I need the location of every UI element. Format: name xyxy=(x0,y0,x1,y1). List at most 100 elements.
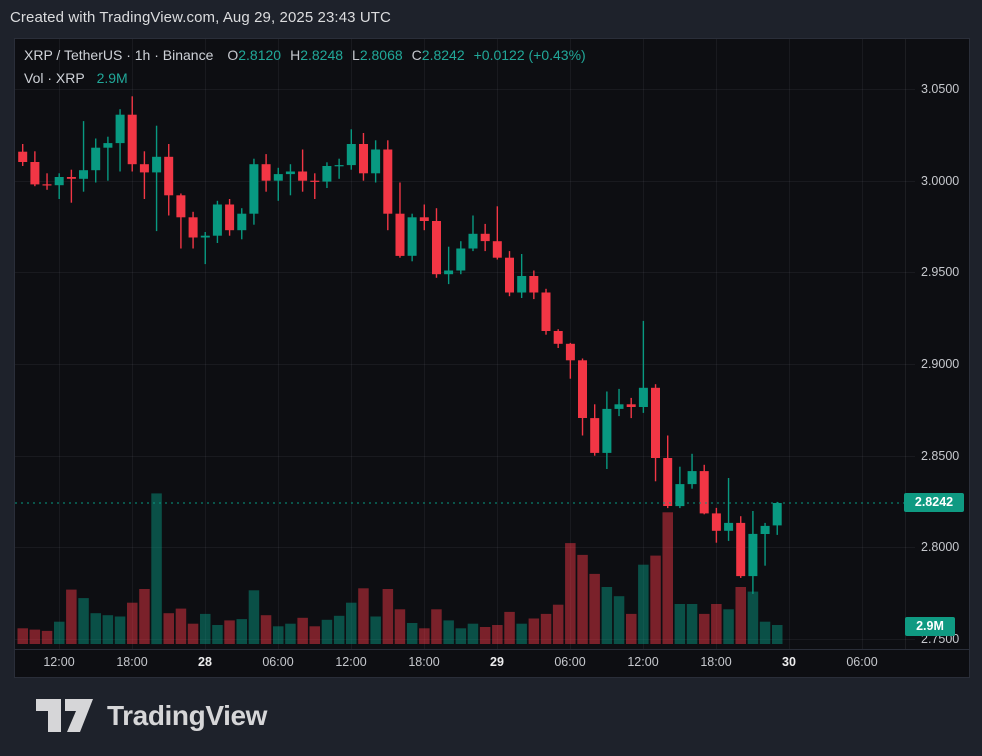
volume-bar xyxy=(17,628,28,644)
time-axis-label: 29 xyxy=(490,655,504,669)
volume-bar xyxy=(492,625,503,644)
candle-body xyxy=(334,165,344,167)
price-chart-surface[interactable] xyxy=(15,39,969,677)
volume-legend-value: 2.9M xyxy=(96,70,128,86)
volume-bar xyxy=(358,588,369,644)
volume-bar xyxy=(41,630,53,644)
candle-body xyxy=(711,513,721,531)
candle-body xyxy=(578,360,587,418)
legend-row-main: XRP / TetherUS · 1h · Binance O2.8120 H2.8… xyxy=(24,46,586,64)
legend-title[interactable]: XRP / TetherUS · 1h · Binance xyxy=(24,47,214,63)
volume-bar xyxy=(626,613,637,644)
volume-bar xyxy=(102,615,114,644)
candle-body xyxy=(298,171,308,181)
volume-bar xyxy=(309,626,320,644)
volume-bar xyxy=(406,623,418,644)
ohlc-low-label: L xyxy=(352,47,360,63)
candle-body xyxy=(164,156,174,196)
volume-bar xyxy=(589,573,600,644)
candle-body xyxy=(687,471,697,485)
candle-body xyxy=(553,331,563,344)
ohlc-open-label: O xyxy=(227,47,239,63)
candle-body xyxy=(565,343,575,361)
candle-body xyxy=(176,195,186,218)
volume-bar xyxy=(674,604,686,644)
tradingview-logo-text: TradingView xyxy=(107,700,268,731)
candle-body xyxy=(237,213,247,231)
candle-body xyxy=(407,217,417,256)
tradingview-footer-logo[interactable]: TradingView xyxy=(36,698,267,734)
volume-bar xyxy=(431,609,442,644)
last-price-badge: 2.8242 xyxy=(904,493,964,512)
volume-bar xyxy=(467,623,479,644)
candle-body xyxy=(54,177,64,186)
time-axis-label: 12:00 xyxy=(627,655,659,669)
volume-bar xyxy=(479,627,491,644)
candle-body xyxy=(42,184,52,186)
ohlc-open-value: 2.8120 xyxy=(238,47,282,63)
time-axis-label: 06:00 xyxy=(262,655,294,669)
candle-body xyxy=(590,418,600,453)
candle-body xyxy=(505,257,514,293)
candle-body xyxy=(249,164,259,214)
volume-bar xyxy=(650,555,661,644)
candle-body xyxy=(651,387,660,458)
volume-bar xyxy=(370,616,381,644)
volume-bar xyxy=(273,626,284,644)
candle-body xyxy=(30,162,40,185)
price-change: +0.0122 (+0.43%) xyxy=(473,47,586,63)
volume-bar xyxy=(577,554,588,644)
candle-body xyxy=(66,177,76,179)
last-volume-badge: 2.9M xyxy=(905,617,955,636)
volume-bar xyxy=(151,493,162,645)
time-axis[interactable]: 12:00 18:00 28 06:00 12:00 18:00 29 06:00 12:00 1… xyxy=(15,649,969,678)
volume-bar xyxy=(528,618,540,644)
volume-bar xyxy=(455,628,467,644)
volume-bar xyxy=(504,611,515,644)
time-axis-label: 18:00 xyxy=(408,655,440,669)
candle-body xyxy=(444,270,454,275)
candle-body xyxy=(79,170,88,179)
tradingview-logo-icon xyxy=(36,699,93,732)
ohlc-high-value: 2.8248 xyxy=(300,47,344,63)
candle-body xyxy=(541,292,551,331)
volume-bar xyxy=(516,623,527,644)
candle-body xyxy=(529,276,539,293)
price-axis[interactable]: 3.0500 3.0000 2.9500 2.9000 2.8500 2.8000 2.75… xyxy=(905,39,969,649)
volume-bar xyxy=(419,628,430,644)
candle-body xyxy=(103,143,113,148)
symbol-legend: XRP / TetherUS · 1h · Binance O2.8120 H2.8… xyxy=(24,46,586,87)
candle-body xyxy=(285,171,295,175)
volume-legend-label: Vol · XRP xyxy=(24,70,85,86)
legend-row-volume: Vol · XRP 2.9M xyxy=(24,69,586,87)
price-axis-label: 2.8000 xyxy=(921,540,960,555)
candle-body xyxy=(760,525,770,534)
volume-bar xyxy=(759,621,771,644)
candle-body xyxy=(212,204,222,236)
volume-bar xyxy=(333,615,345,644)
attribution-header: Created with TradingView.com, Aug 29, 20… xyxy=(10,9,391,26)
volume-bar xyxy=(297,617,308,644)
volume-bar xyxy=(443,620,454,644)
candle-body xyxy=(638,387,648,407)
candle-body xyxy=(748,533,758,577)
volume-bar xyxy=(248,590,260,644)
volume-bar xyxy=(224,620,235,644)
volume-bar xyxy=(601,587,613,644)
candle-body xyxy=(188,217,198,238)
candle-body xyxy=(273,174,283,181)
time-axis-label: 30 xyxy=(782,655,796,669)
candle-body xyxy=(432,221,441,275)
volume-bar xyxy=(236,619,247,644)
volume-bar xyxy=(711,604,722,644)
candle-body xyxy=(310,180,320,182)
candle-body xyxy=(456,248,466,271)
candle-body xyxy=(371,149,381,174)
candle-body xyxy=(383,149,393,214)
candle-body xyxy=(225,204,235,231)
candle-body xyxy=(18,151,28,162)
candle-body xyxy=(468,233,478,249)
candle-body xyxy=(261,164,271,181)
price-axis-label: 3.0000 xyxy=(921,173,960,188)
